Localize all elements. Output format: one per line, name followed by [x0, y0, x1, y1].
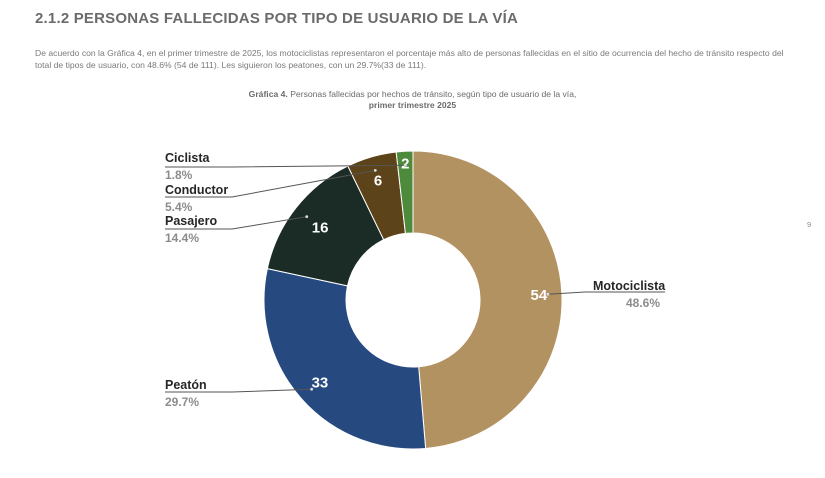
leader-line-conductor — [165, 169, 376, 198]
leader-line-pasajero — [165, 216, 307, 230]
slice-motociclista — [412, 150, 563, 450]
leader-line-ciclista — [165, 164, 406, 168]
slice-value-peaton: 33 — [312, 374, 329, 391]
category-label-motociclista: Motociclista — [593, 279, 666, 293]
slice-ciclista — [395, 150, 414, 234]
caption-period: primer trimestre 2025 — [368, 100, 457, 110]
leader-dot-peaton — [310, 387, 314, 391]
leader-dot-ciclista — [403, 163, 407, 167]
slice-value-motociclista: 54 — [531, 287, 548, 304]
intro-paragraph: De acuerdo con la Gráfica 4, en el prime… — [35, 48, 784, 70]
caption-label: Gráfica 4. — [248, 89, 288, 99]
category-percent-peaton: 29.7% — [165, 395, 199, 409]
chart-caption: Gráfica 4. Personas fallecidas por hecho… — [0, 89, 825, 111]
category-label-ciclista: Ciclista — [165, 151, 211, 165]
caption-text: Personas fallecidas por hechos de tránsi… — [287, 89, 577, 99]
leader-line-motociclista — [547, 291, 665, 295]
category-percent-conductor: 5.4% — [165, 200, 193, 214]
page-number: 9 — [807, 220, 812, 229]
category-label-pasajero: Pasajero — [165, 214, 217, 228]
category-percent-motociclista: 48.6% — [626, 296, 660, 310]
category-label-peaton: Peatón — [165, 378, 207, 392]
leader-line-peaton — [165, 388, 312, 393]
category-label-conductor: Conductor — [165, 183, 228, 197]
leader-dot-pasajero — [305, 215, 309, 219]
category-percent-pasajero: 14.4% — [165, 231, 199, 245]
section-title: 2.1.2 PERSONAS FALLECIDAS POR TIPO DE US… — [35, 10, 519, 27]
slice-peaton — [263, 268, 427, 450]
leader-dot-motociclista — [546, 292, 550, 296]
category-percent-ciclista: 1.8% — [165, 168, 193, 182]
slice-pasajero — [266, 165, 385, 287]
leader-dot-conductor — [373, 168, 377, 172]
slice-value-pasajero: 16 — [312, 220, 329, 237]
slice-value-conductor: 6 — [374, 172, 382, 189]
